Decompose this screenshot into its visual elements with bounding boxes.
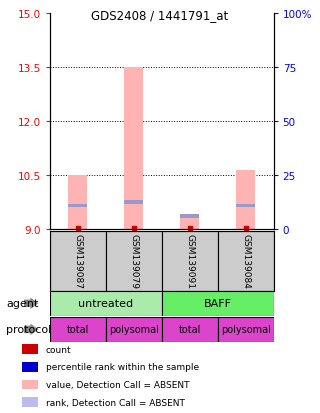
- Bar: [50, 231, 106, 291]
- Text: rank, Detection Call = ABSENT: rank, Detection Call = ABSENT: [46, 398, 185, 407]
- Text: GSM139079: GSM139079: [129, 234, 138, 289]
- Bar: [124, 68, 143, 229]
- Text: value, Detection Call = ABSENT: value, Detection Call = ABSENT: [46, 380, 189, 389]
- Text: total: total: [179, 325, 201, 335]
- Text: count: count: [46, 345, 71, 354]
- Text: polysomal: polysomal: [109, 325, 158, 335]
- Bar: [106, 317, 162, 342]
- Text: GDS2408 / 1441791_at: GDS2408 / 1441791_at: [92, 9, 228, 22]
- Text: agent: agent: [6, 299, 39, 309]
- Bar: [180, 217, 199, 229]
- Bar: [162, 231, 218, 291]
- Bar: [124, 201, 143, 204]
- Bar: [22, 397, 38, 407]
- Bar: [162, 291, 274, 316]
- Bar: [106, 231, 162, 291]
- Bar: [22, 380, 38, 389]
- Bar: [68, 176, 87, 229]
- Bar: [162, 317, 218, 342]
- Text: total: total: [67, 325, 89, 335]
- Bar: [22, 344, 38, 354]
- Text: GSM139084: GSM139084: [241, 234, 250, 289]
- Bar: [218, 231, 274, 291]
- Bar: [68, 204, 87, 208]
- Text: GSM139091: GSM139091: [185, 234, 194, 289]
- Text: polysomal: polysomal: [221, 325, 270, 335]
- Text: GSM139087: GSM139087: [73, 234, 82, 289]
- Bar: [50, 291, 162, 316]
- Text: protocol: protocol: [6, 325, 52, 335]
- Bar: [50, 317, 106, 342]
- Bar: [236, 204, 255, 208]
- Bar: [218, 317, 274, 342]
- Bar: [180, 215, 199, 218]
- Bar: [236, 170, 255, 229]
- Text: percentile rank within the sample: percentile rank within the sample: [46, 363, 199, 372]
- Text: BAFF: BAFF: [204, 299, 232, 309]
- Bar: [22, 362, 38, 372]
- Text: untreated: untreated: [78, 299, 133, 309]
